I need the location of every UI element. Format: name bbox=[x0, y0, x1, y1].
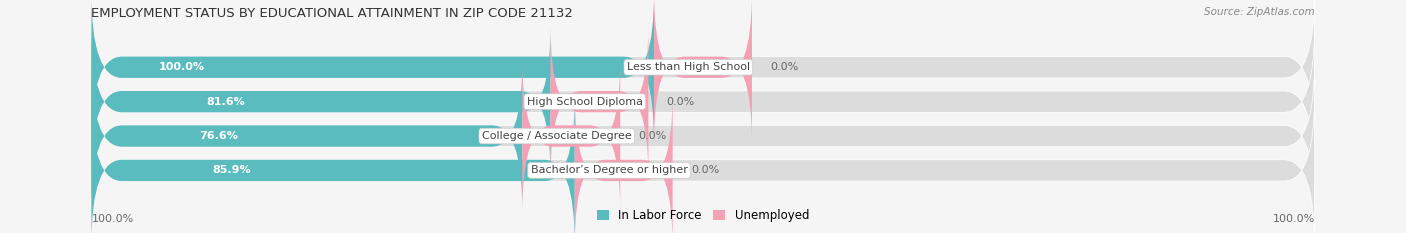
Legend: In Labor Force, Unemployed: In Labor Force, Unemployed bbox=[592, 205, 814, 227]
Text: Less than High School: Less than High School bbox=[627, 62, 749, 72]
FancyBboxPatch shape bbox=[551, 26, 648, 177]
FancyBboxPatch shape bbox=[91, 95, 1315, 233]
FancyBboxPatch shape bbox=[91, 0, 654, 143]
Text: College / Associate Degree: College / Associate Degree bbox=[482, 131, 631, 141]
FancyBboxPatch shape bbox=[91, 61, 1315, 211]
Text: 100.0%: 100.0% bbox=[159, 62, 205, 72]
FancyBboxPatch shape bbox=[575, 95, 672, 233]
Text: 0.0%: 0.0% bbox=[666, 97, 695, 107]
FancyBboxPatch shape bbox=[91, 95, 575, 233]
Text: 0.0%: 0.0% bbox=[638, 131, 666, 141]
Text: 76.6%: 76.6% bbox=[200, 131, 238, 141]
Text: 81.6%: 81.6% bbox=[207, 97, 245, 107]
FancyBboxPatch shape bbox=[91, 61, 523, 211]
Text: 100.0%: 100.0% bbox=[1272, 214, 1315, 224]
Text: 0.0%: 0.0% bbox=[770, 62, 799, 72]
Text: 85.9%: 85.9% bbox=[212, 165, 250, 175]
FancyBboxPatch shape bbox=[91, 26, 551, 177]
FancyBboxPatch shape bbox=[654, 0, 752, 143]
FancyBboxPatch shape bbox=[91, 0, 1315, 143]
Text: Bachelor’s Degree or higher: Bachelor’s Degree or higher bbox=[530, 165, 688, 175]
Text: 100.0%: 100.0% bbox=[91, 214, 134, 224]
Text: EMPLOYMENT STATUS BY EDUCATIONAL ATTAINMENT IN ZIP CODE 21132: EMPLOYMENT STATUS BY EDUCATIONAL ATTAINM… bbox=[91, 7, 574, 20]
FancyBboxPatch shape bbox=[91, 26, 1315, 177]
FancyBboxPatch shape bbox=[523, 61, 620, 211]
Text: Source: ZipAtlas.com: Source: ZipAtlas.com bbox=[1204, 7, 1315, 17]
Text: High School Diploma: High School Diploma bbox=[527, 97, 643, 107]
Text: 0.0%: 0.0% bbox=[690, 165, 720, 175]
